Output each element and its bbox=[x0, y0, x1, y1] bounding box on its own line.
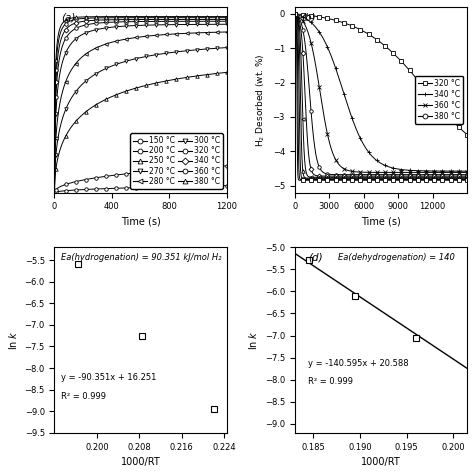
Text: Ea(dehydrogenation) = 140: Ea(dehydrogenation) = 140 bbox=[338, 253, 455, 262]
Y-axis label: ln $k$: ln $k$ bbox=[247, 330, 259, 350]
Text: (b): (b) bbox=[301, 12, 316, 23]
Text: R² = 0.999: R² = 0.999 bbox=[309, 377, 354, 386]
Y-axis label: ln $k$: ln $k$ bbox=[7, 330, 19, 350]
Y-axis label: H$_2$ Desorbed (wt. %): H$_2$ Desorbed (wt. %) bbox=[255, 53, 267, 146]
Text: Ea(hydrogenation) = 90.351 kJ/mol H₂: Ea(hydrogenation) = 90.351 kJ/mol H₂ bbox=[61, 253, 222, 262]
X-axis label: Time (s): Time (s) bbox=[121, 217, 161, 227]
X-axis label: 1000/RT: 1000/RT bbox=[361, 457, 401, 467]
X-axis label: 1000/RT: 1000/RT bbox=[121, 457, 161, 467]
Text: y = -140.595x + 20.588: y = -140.595x + 20.588 bbox=[309, 358, 409, 367]
Text: (a): (a) bbox=[61, 12, 76, 23]
Legend: 150 °C, 200 °C, 250 °C, 270 °C, 280 °C, 300 °C, 320 °C, 340 °C, 360 °C, 380 °C: 150 °C, 200 °C, 250 °C, 270 °C, 280 °C, … bbox=[130, 133, 223, 189]
Text: (d): (d) bbox=[309, 253, 323, 263]
Legend: 320 °C, 340 °C, 360 °C, 380 °C: 320 °C, 340 °C, 360 °C, 380 °C bbox=[415, 76, 463, 124]
Text: R² = 0.999: R² = 0.999 bbox=[61, 392, 106, 401]
X-axis label: Time (s): Time (s) bbox=[361, 217, 401, 227]
Text: y = -90.351x + 16.251: y = -90.351x + 16.251 bbox=[61, 374, 157, 383]
